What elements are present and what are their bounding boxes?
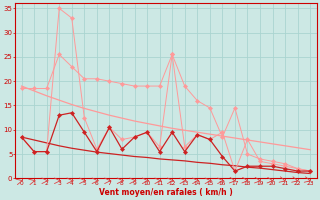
X-axis label: Vent moyen/en rafales ( km/h ): Vent moyen/en rafales ( km/h ) [99, 188, 233, 197]
